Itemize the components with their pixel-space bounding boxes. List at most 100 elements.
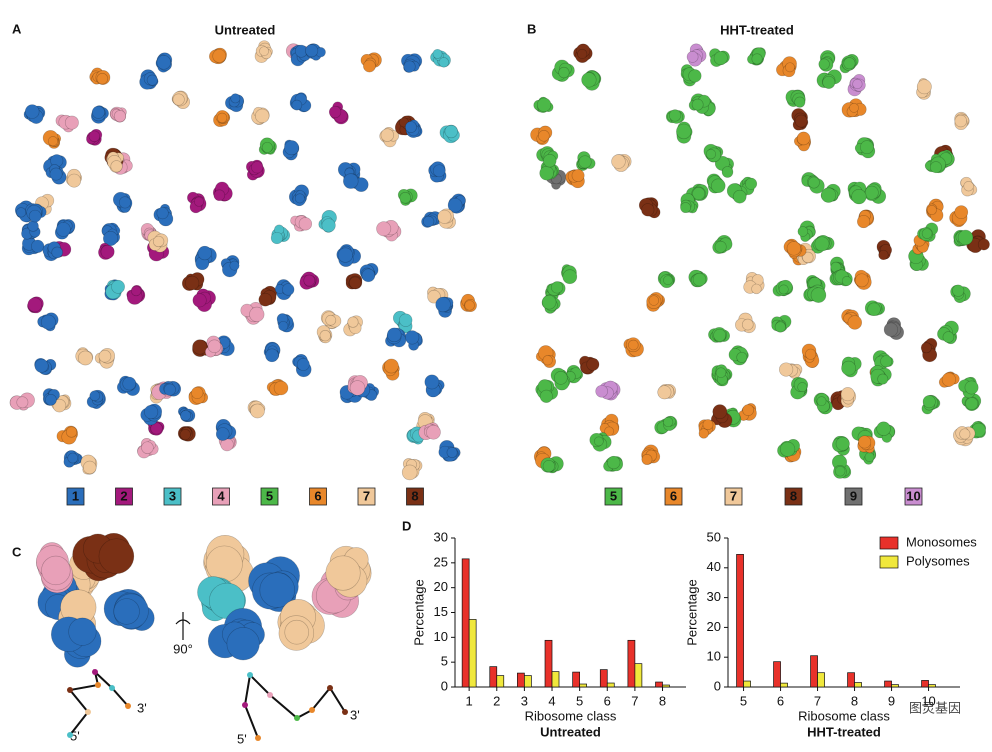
x-tick-label: 10	[921, 693, 935, 708]
legend-label: 10	[906, 488, 920, 503]
ribosome-lobe	[193, 196, 204, 207]
ribosome-lobe	[432, 164, 446, 178]
watermark: 图灵基因	[909, 700, 961, 715]
ribosome-position	[95, 682, 101, 688]
bar	[634, 663, 643, 688]
ribosome-lobe	[172, 93, 185, 106]
ribosome-lobe	[24, 104, 40, 119]
ribosome-lobe	[328, 105, 342, 119]
ribosome-lobe	[31, 239, 45, 253]
ribosome-lobe	[860, 140, 874, 155]
y-tick-label: 25	[434, 554, 448, 569]
y-tick-label: 5	[441, 654, 448, 669]
polysome-structure	[197, 535, 372, 661]
ribosome-lobe	[65, 426, 78, 438]
ribosome-position	[247, 672, 253, 678]
ribosome-lobe	[604, 426, 614, 437]
ribosome-lobe	[593, 436, 604, 447]
ribosome-lobe	[711, 178, 726, 194]
ribosome-lobe	[751, 53, 763, 65]
legend-swatch	[604, 487, 623, 506]
ribosome-lobe	[426, 424, 441, 440]
ribosome-lobe	[820, 187, 837, 203]
ribosome-lobe	[294, 193, 305, 204]
bar	[468, 619, 477, 688]
panel-label: C	[12, 544, 22, 559]
ribosome-lobe	[444, 124, 458, 139]
end-label: 5'	[70, 728, 80, 743]
legend-swatch	[406, 487, 424, 506]
ribosome-lobe	[586, 357, 600, 371]
ribosome-lobe	[361, 268, 376, 283]
legend-swatch	[844, 487, 863, 506]
ribosome-lobe	[657, 385, 672, 400]
ribosome-lobe	[553, 371, 568, 385]
ribosome-lobe	[226, 627, 260, 661]
ribosome-lobe	[67, 452, 79, 464]
legend-label: 1	[72, 488, 79, 503]
ribosome-position	[327, 685, 333, 691]
y-tick-label: 10	[707, 649, 721, 664]
ribosome-lobe	[250, 403, 265, 419]
ribosome-lobe	[40, 314, 56, 330]
bar	[606, 682, 615, 688]
ribosome-lobe	[539, 165, 554, 181]
ribosome-lobe	[207, 339, 222, 354]
ribosome-lobe	[852, 78, 863, 90]
ribosome-lobe	[814, 236, 830, 252]
y-tick-label: 30	[707, 589, 721, 604]
ribosome-lobe	[77, 350, 93, 366]
ribosome-lobe	[96, 72, 109, 85]
ribosome-lobe	[745, 177, 758, 190]
ribosome-lobe	[539, 389, 553, 403]
ribosome-lobe	[464, 300, 475, 311]
ribosome-lobe	[45, 393, 57, 406]
ribosome-lobe	[691, 98, 704, 111]
ribosome-lobe	[954, 205, 969, 220]
ribosome-lobe	[922, 395, 936, 409]
ribosome-lobe	[184, 275, 200, 291]
ribosome-lobe	[325, 555, 361, 591]
ribosome-lobe	[51, 246, 63, 259]
ribosome-lobe	[834, 465, 846, 477]
legend-label: 9	[850, 488, 857, 503]
bar	[627, 639, 636, 688]
ribosome-lobe	[698, 428, 709, 439]
rotation-label: 90°	[173, 641, 193, 656]
ribosome-lobe	[930, 161, 942, 174]
ribosome-lobe	[321, 218, 336, 233]
ribosome-lobe	[64, 115, 79, 130]
bar	[496, 675, 505, 688]
ribosome-lobe	[270, 231, 283, 245]
ribosome-lobe	[577, 48, 588, 59]
ribosome-lobe	[34, 358, 49, 373]
legend-swatch	[357, 487, 376, 506]
ribosome-lobe	[541, 294, 557, 310]
y-tick-label: 50	[707, 529, 721, 544]
ribosome-lobe	[401, 464, 418, 481]
bar	[599, 669, 608, 688]
ribosome-lobe	[27, 297, 43, 313]
ribosome-position	[125, 703, 131, 709]
ribosome-lobe	[278, 320, 289, 332]
x-tick-label: 6	[777, 693, 784, 708]
bar	[817, 672, 825, 688]
legend-swatch	[784, 487, 803, 506]
legend-label: 4	[217, 488, 225, 503]
ribosome-lobe	[144, 404, 159, 420]
ribosome-lobe	[113, 598, 140, 625]
panel-label: A	[12, 21, 22, 36]
bar	[489, 666, 498, 688]
ribosome-lobe	[942, 331, 955, 343]
ribosome-lobe	[119, 196, 132, 209]
ribosome-lobe	[963, 180, 974, 192]
ribosome-lobe	[542, 355, 553, 366]
ribosome-lobe	[447, 197, 463, 213]
ribosome-lobe	[152, 235, 165, 248]
ribosome-lobe	[857, 214, 871, 229]
ribosome-lobe	[841, 360, 857, 376]
ribosome-lobe	[841, 276, 852, 286]
y-tick-label: 0	[441, 678, 448, 693]
ribosome-lobe	[424, 374, 440, 390]
ribosome-lobe	[805, 348, 817, 360]
